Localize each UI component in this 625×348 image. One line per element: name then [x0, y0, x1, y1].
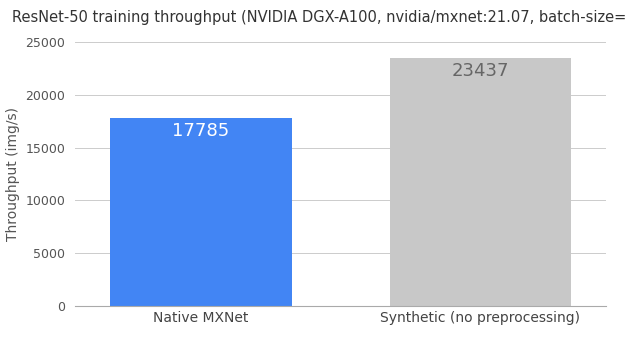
- Text: 23437: 23437: [452, 62, 509, 80]
- Bar: [110, 118, 292, 306]
- Text: ResNet-50 training throughput (NVIDIA DGX-A100, nvidia/mxnet:21.07, batch-size=2: ResNet-50 training throughput (NVIDIA DG…: [12, 10, 625, 25]
- Text: 17785: 17785: [173, 122, 229, 140]
- Bar: [389, 58, 571, 306]
- Y-axis label: Throughput (img/s): Throughput (img/s): [6, 107, 20, 241]
